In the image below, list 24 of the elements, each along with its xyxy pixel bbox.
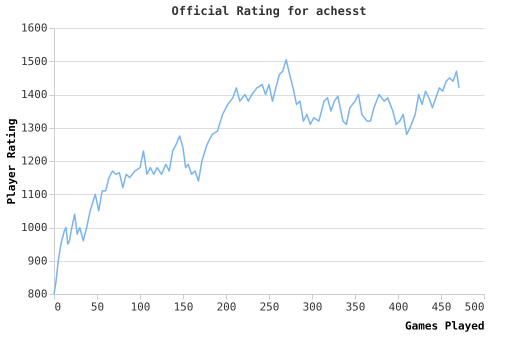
x-tick-label: 350: [346, 300, 366, 314]
x-tick-label: 500: [464, 300, 484, 314]
x-tick-label: 150: [174, 300, 194, 314]
y-tick-label: 1000: [21, 221, 48, 234]
x-tick-label: 200: [216, 300, 236, 314]
y-tick-label: 1100: [21, 188, 48, 201]
y-tick-label: 1200: [21, 154, 48, 168]
x-axis-title: Games Played: [405, 320, 484, 332]
y-tick-label: 1600: [21, 22, 48, 34]
x-tick-label: 0: [54, 300, 62, 314]
y-tick-label: 900: [28, 254, 48, 268]
x-tick-label: 250: [260, 300, 280, 314]
y-tick-label: 1400: [21, 88, 48, 101]
line-series: [53, 58, 460, 295]
x-tick-label: 450: [432, 300, 452, 314]
y-axis-title: Player Rating: [5, 118, 18, 205]
y-tick-label: 800: [28, 288, 48, 300]
x-tick-label: 50: [90, 300, 104, 314]
x-tick-label: 400: [388, 300, 408, 314]
y-tick-label: 1300: [21, 121, 48, 134]
x-tick-label: 300: [302, 300, 322, 314]
y-tick-label: 1500: [21, 54, 48, 68]
x-tick-label: 100: [130, 300, 150, 314]
chart-title: Official Rating for achesst: [171, 4, 367, 18]
